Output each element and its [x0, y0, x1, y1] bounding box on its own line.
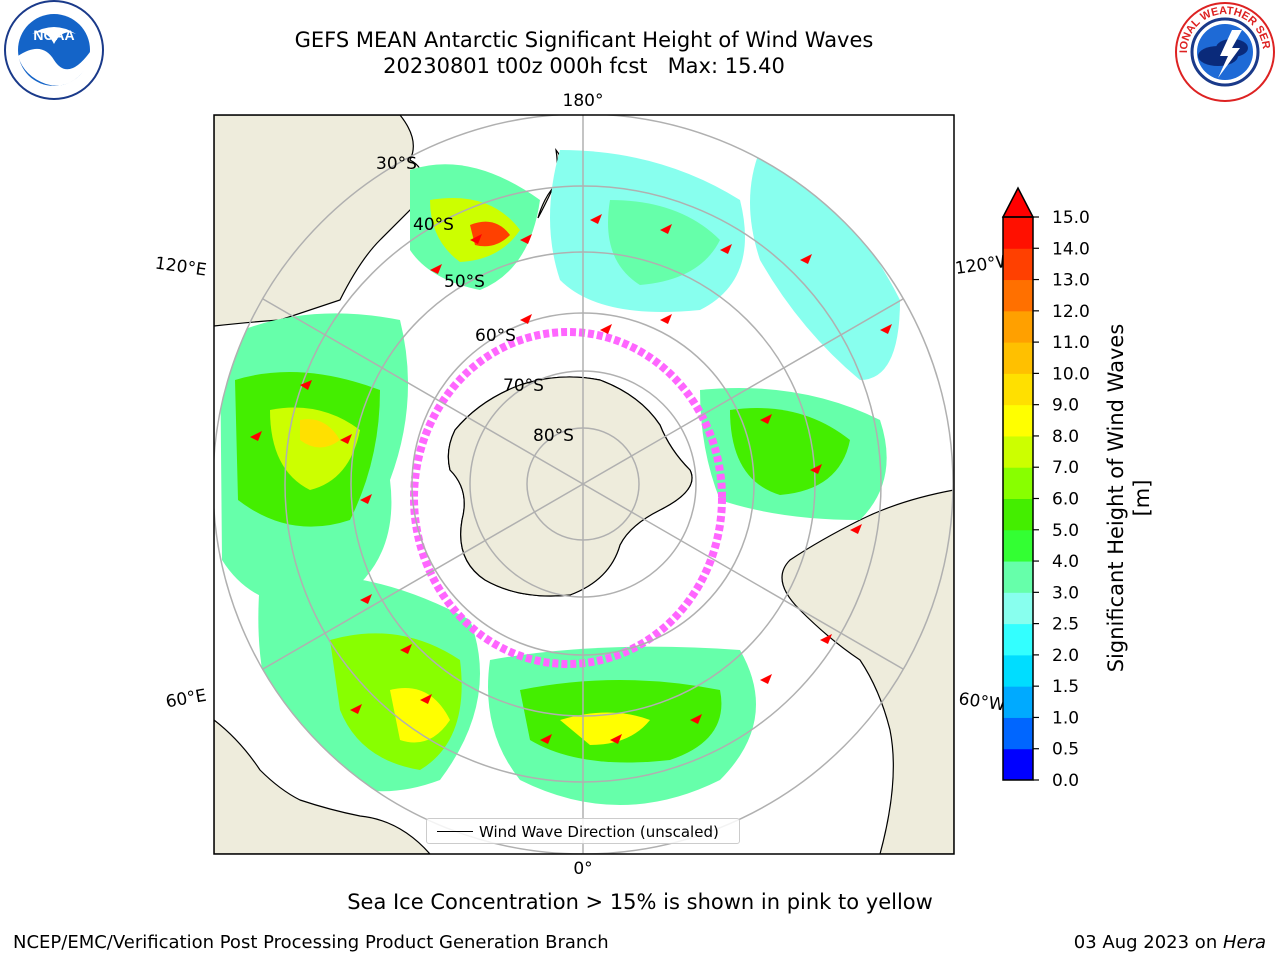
colorbar-segment — [1003, 592, 1033, 625]
map-panel: 30°S 40°S 50°S 60°S 70°S 80°S — [214, 115, 954, 854]
colorbar-segment — [1003, 310, 1033, 343]
lat-label-40s: 40°S — [413, 215, 454, 235]
colorbar-ticks: 0.0 0.5 1.0 1.5 2.0 2.5 3.0 4.0 5.0 6.0 7.0 8.0 9.0 1… — [1033, 208, 1090, 791]
colorbar-tick-label: 14.0 — [1052, 239, 1090, 259]
lon-label-60w: 60°W — [957, 689, 1006, 715]
colorbar-segment — [1003, 623, 1033, 656]
wind-direction-arrows — [250, 214, 892, 744]
footer-date: 03 Aug 2023 on Hera — [1074, 932, 1266, 953]
colorbar-tick-label: 4.0 — [1052, 552, 1079, 572]
colorbar-segment — [1003, 686, 1033, 718]
colorbar-segments — [1003, 217, 1033, 781]
footer-date-text: 03 Aug 2023 on — [1073, 932, 1223, 953]
colorbar-tick-label: 0.0 — [1052, 771, 1079, 791]
colorbar-tick-label: 13.0 — [1052, 271, 1090, 291]
lat-label-80s: 80°S — [533, 426, 574, 446]
footer-credit: NCEP/EMC/Verification Post Processing Pr… — [13, 932, 609, 953]
colorbar-tick-label: 2.5 — [1052, 615, 1079, 635]
colorbar-segment — [1003, 373, 1033, 406]
colorbar: 0.0 0.5 1.0 1.5 2.0 2.5 3.0 4.0 5.0 6.0 7.0 8.0 9.0 1… — [1001, 186, 1090, 791]
colorbar-segment — [1003, 561, 1033, 593]
colorbar-segment — [1003, 248, 1033, 281]
colorbar-label: Significant Height of Wind Waves [m] — [1104, 323, 1154, 673]
lat-label-70s: 70°S — [503, 376, 544, 396]
lon-label-180: 180° — [563, 91, 604, 111]
colorbar-tick-label: 0.5 — [1052, 740, 1079, 760]
colorbar-tick-label: 9.0 — [1052, 396, 1079, 416]
colorbar-tick-label: 5.0 — [1052, 521, 1079, 541]
colorbar-segment — [1003, 717, 1033, 750]
colorbar-tick-label: 7.0 — [1052, 458, 1079, 478]
page-subtitle: 20230801 t00z 000h fcst Max: 15.40 — [383, 54, 785, 78]
footer-host: Hera — [1222, 932, 1266, 953]
latitude-labels: 30°S 40°S 50°S 60°S 70°S 80°S — [376, 154, 574, 446]
colorbar-segment — [1003, 498, 1033, 531]
page-title: GEFS MEAN Antarctic Significant Height o… — [294, 28, 874, 52]
map-legend: Wind Wave Direction (unscaled) — [426, 818, 740, 844]
colorbar-segment — [1003, 654, 1033, 687]
colorbar-tick-label: 8.0 — [1052, 427, 1079, 447]
colorbar-tick-label: 12.0 — [1052, 302, 1090, 322]
noaa-logo-text: NOAA — [33, 27, 74, 43]
colorbar-segment — [1003, 748, 1033, 781]
nws-logo: NATIONAL WEATHER SERVICE — [1172, 0, 1275, 102]
legend-label: Wind Wave Direction (unscaled) — [479, 823, 719, 841]
colorbar-segment — [1003, 467, 1033, 499]
sea-ice-note: Sea Ice Concentration > 15% is shown in … — [347, 890, 933, 914]
graticule — [214, 115, 954, 854]
colorbar-tick-label: 10.0 — [1052, 364, 1090, 384]
colorbar-segment — [1003, 435, 1033, 468]
lon-label-120e: 120°E — [154, 254, 208, 281]
colorbar-tick-label: 1.0 — [1052, 708, 1079, 728]
lat-label-50s: 50°S — [444, 272, 485, 292]
colorbar-segment — [1003, 404, 1033, 437]
colorbar-tick-label: 15.0 — [1052, 208, 1090, 228]
lon-label-60e: 60°E — [164, 686, 208, 713]
antarctica — [447, 376, 693, 597]
colorbar-tick-label: 11.0 — [1052, 333, 1090, 353]
colorbar-segment — [1003, 342, 1033, 374]
lat-label-60s: 60°S — [475, 326, 516, 346]
legend-line-sample — [437, 831, 473, 832]
lon-label-0: 0° — [573, 859, 592, 879]
colorbar-segment — [1003, 279, 1033, 312]
lat-label-30s: 30°S — [376, 154, 417, 174]
colorbar-tick-label: 3.0 — [1052, 583, 1079, 603]
sea-ice-ring — [410, 328, 726, 668]
colorbar-tick-label: 6.0 — [1052, 490, 1079, 510]
colorbar-extend-arrow — [1001, 186, 1035, 218]
colorbar-segment — [1003, 529, 1033, 562]
noaa-logo: NOAA — [4, 0, 104, 100]
colorbar-tick-label: 2.0 — [1052, 646, 1079, 666]
colorbar-tick-label: 1.5 — [1052, 677, 1079, 697]
colorbar-segment — [1003, 217, 1033, 249]
map-frame — [213, 114, 955, 855]
